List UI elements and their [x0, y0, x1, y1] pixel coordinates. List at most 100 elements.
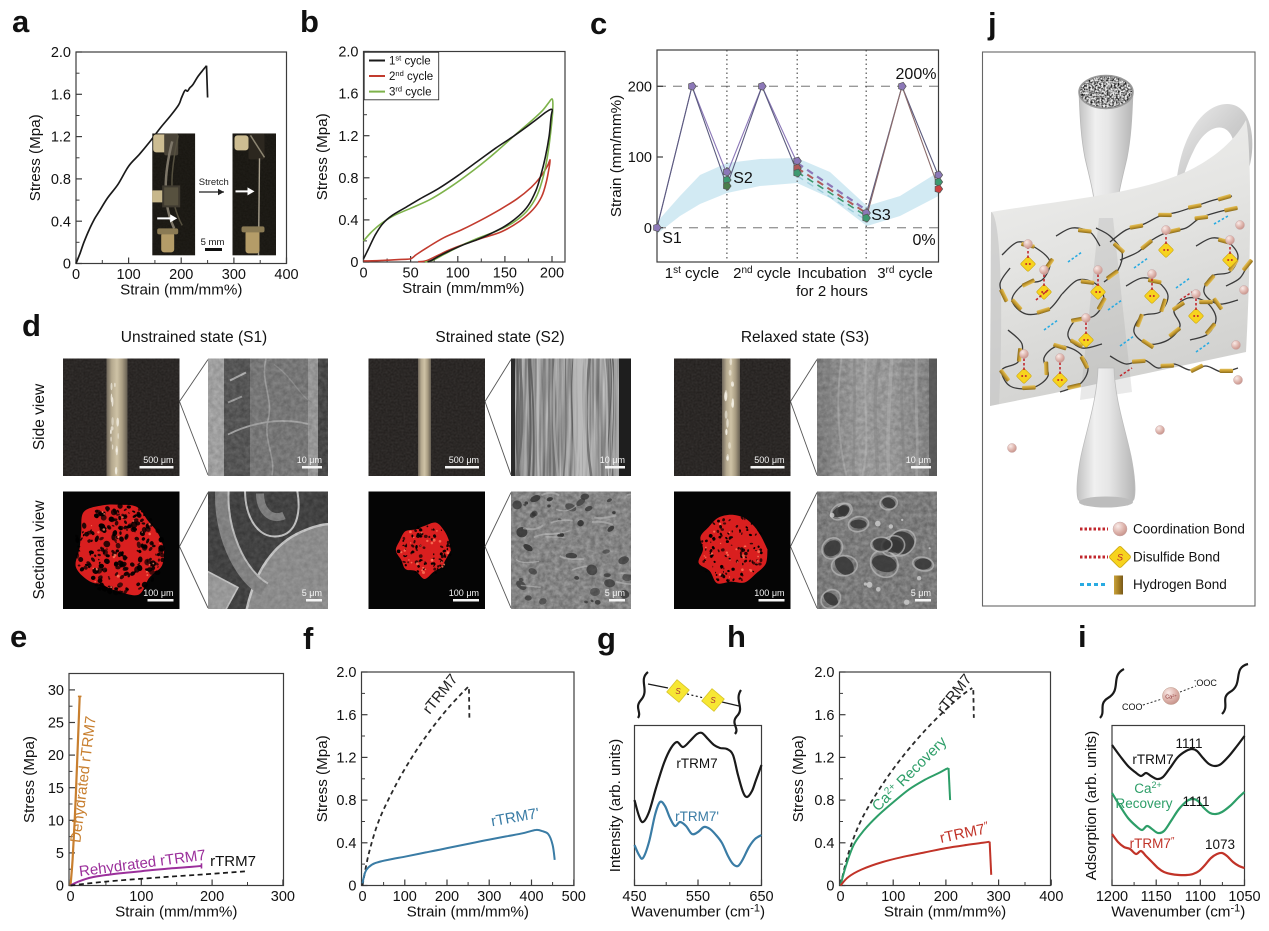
svg-text:1150: 1150	[1141, 889, 1172, 905]
svg-text:1.2: 1.2	[336, 750, 356, 766]
svg-text:5 μm: 5 μm	[605, 588, 625, 598]
svg-text:0: 0	[826, 879, 834, 895]
svg-text:1.2: 1.2	[814, 750, 834, 766]
svg-text:a: a	[12, 4, 30, 39]
svg-text:Stress (Mpa): Stress (Mpa)	[314, 113, 331, 200]
svg-text:0: 0	[836, 889, 844, 905]
svg-text:50: 50	[403, 266, 419, 282]
svg-text:Recovery: Recovery	[1115, 796, 1172, 811]
svg-text:S1: S1	[662, 230, 682, 247]
svg-text:300: 300	[271, 889, 295, 905]
svg-text:Strain (mm/mm%): Strain (mm/mm%)	[115, 904, 237, 921]
svg-text:Incubation: Incubation	[797, 265, 866, 282]
svg-text:30: 30	[48, 683, 64, 699]
svg-text:Side view: Side view	[31, 383, 48, 450]
svg-text:Adsorption (arb. units): Adsorption (arb. units)	[1083, 731, 1100, 880]
svg-text:e: e	[10, 619, 27, 654]
svg-text:0.4: 0.4	[338, 213, 358, 229]
svg-text:20: 20	[48, 748, 64, 764]
svg-text:400: 400	[274, 267, 298, 283]
svg-text:100 μm: 100 μm	[143, 588, 173, 598]
svg-text:S2: S2	[733, 170, 753, 187]
svg-text:1st cycle: 1st cycle	[389, 53, 431, 67]
svg-text:0.4: 0.4	[336, 836, 356, 852]
svg-text:Coordination Bond: Coordination Bond	[1133, 522, 1245, 537]
svg-text:Sectional view: Sectional view	[31, 500, 48, 600]
svg-text:S: S	[675, 687, 681, 696]
svg-text:200%: 200%	[896, 66, 937, 83]
svg-text:0: 0	[66, 889, 74, 905]
svg-text:Wavenumber (cm-1): Wavenumber (cm-1)	[1111, 903, 1245, 921]
svg-text:100: 100	[446, 266, 470, 282]
svg-text:200: 200	[934, 889, 958, 905]
svg-text:450: 450	[622, 889, 646, 905]
svg-text:300: 300	[986, 889, 1010, 905]
svg-text:1.2: 1.2	[338, 129, 358, 145]
svg-text:COO-: COO-	[1122, 702, 1146, 712]
svg-text:1050: 1050	[1228, 889, 1260, 905]
svg-text:100 μm: 100 μm	[754, 588, 784, 598]
svg-text:500 μm: 500 μm	[449, 455, 479, 465]
svg-text:b: b	[300, 4, 319, 39]
svg-text:10 μm: 10 μm	[600, 455, 625, 465]
svg-text:1.6: 1.6	[338, 87, 358, 103]
svg-text:g: g	[597, 621, 616, 656]
svg-text:1.2: 1.2	[51, 130, 71, 146]
svg-text:Disulfide Bond: Disulfide Bond	[1133, 550, 1220, 565]
svg-text:S: S	[1117, 553, 1123, 563]
svg-text:100 μm: 100 μm	[449, 588, 479, 598]
svg-text:100: 100	[117, 267, 141, 283]
svg-text:10 μm: 10 μm	[297, 455, 322, 465]
svg-text:5 mm: 5 mm	[201, 237, 225, 248]
svg-text:25: 25	[48, 716, 64, 732]
svg-text:1111: 1111	[1182, 794, 1209, 809]
svg-text:5 μm: 5 μm	[302, 588, 322, 598]
svg-text:j: j	[987, 6, 997, 41]
svg-text:Stress (Mpa): Stress (Mpa)	[27, 114, 44, 201]
svg-text:1.6: 1.6	[336, 708, 356, 724]
svg-text:0%: 0%	[912, 232, 935, 249]
svg-text:5: 5	[56, 846, 64, 862]
svg-text:10: 10	[48, 813, 64, 829]
svg-text:c: c	[590, 6, 607, 41]
svg-text:Unstrained state (S1): Unstrained state (S1)	[121, 329, 267, 346]
svg-text:200: 200	[200, 889, 224, 905]
svg-text:10 μm: 10 μm	[906, 455, 931, 465]
svg-text:5 μm: 5 μm	[911, 588, 931, 598]
svg-text:0: 0	[56, 879, 64, 895]
svg-text:0: 0	[350, 255, 358, 271]
svg-text:f: f	[303, 621, 314, 656]
svg-text:Stress (Mpa): Stress (Mpa)	[790, 735, 807, 822]
svg-text:1073: 1073	[1205, 837, 1235, 852]
svg-text:0: 0	[358, 889, 366, 905]
svg-text:150: 150	[493, 266, 517, 282]
svg-text:0: 0	[63, 257, 71, 273]
svg-text:i: i	[1078, 619, 1087, 654]
svg-text:2.0: 2.0	[51, 45, 71, 61]
svg-text:500: 500	[562, 889, 586, 905]
svg-text:300: 300	[477, 889, 501, 905]
svg-text:Stress (Mpa): Stress (Mpa)	[21, 736, 38, 823]
svg-text:650: 650	[749, 889, 773, 905]
svg-text:0: 0	[644, 221, 652, 237]
svg-text:0.4: 0.4	[51, 214, 71, 230]
svg-text:100: 100	[393, 889, 417, 905]
svg-text:200: 200	[540, 266, 564, 282]
svg-text:d: d	[22, 308, 41, 343]
svg-text:1.6: 1.6	[51, 87, 71, 103]
svg-text:100: 100	[129, 889, 153, 905]
svg-text:2.0: 2.0	[336, 665, 356, 681]
svg-text:rTRM7: rTRM7	[210, 853, 256, 870]
svg-text:200: 200	[169, 267, 193, 283]
svg-text:h: h	[727, 619, 746, 654]
svg-text:3rd cycle: 3rd cycle	[877, 265, 933, 282]
svg-text:2.0: 2.0	[814, 665, 834, 681]
svg-text:0: 0	[348, 879, 356, 895]
svg-text:Strain (mm/mm%): Strain (mm/mm%)	[407, 904, 529, 921]
svg-text:Stretch: Stretch	[199, 177, 229, 188]
svg-text:3rd cycle: 3rd cycle	[389, 84, 431, 98]
svg-text:Wavenumber (cm-1): Wavenumber (cm-1)	[631, 903, 765, 921]
svg-text:500 μm: 500 μm	[143, 455, 173, 465]
svg-text:Hydrogen Bond: Hydrogen Bond	[1133, 577, 1227, 592]
svg-text:400: 400	[1039, 889, 1063, 905]
